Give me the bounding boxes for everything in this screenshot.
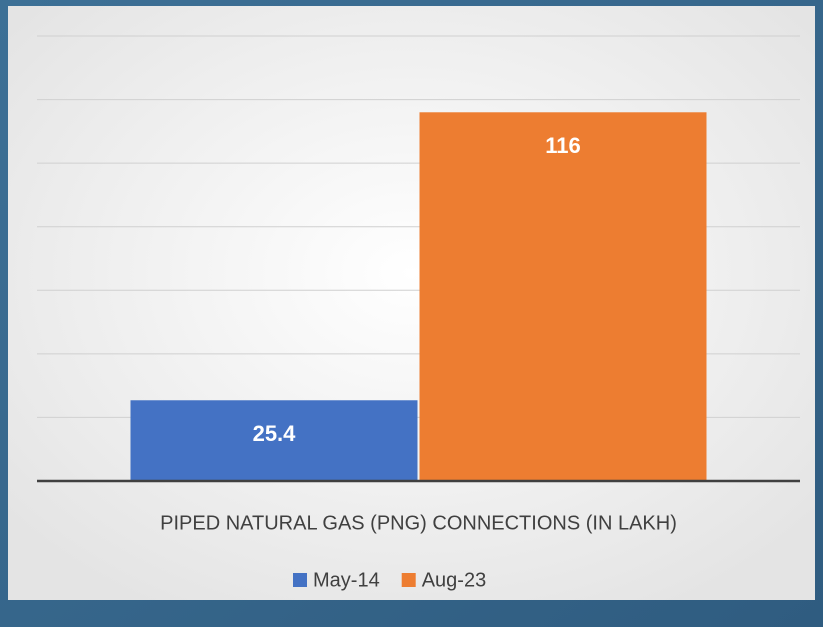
bar [130,400,418,481]
bar [419,112,707,482]
labels: 25.4 116 PIPED NATURAL GAS (PNG) CONNECTIO… [160,133,677,591]
legend-swatch [293,573,307,587]
legend-swatch [401,573,416,587]
legend-label: May-14 [313,569,380,591]
data-label: 25.4 [253,421,297,446]
legend-label: Aug-23 [422,569,487,591]
data-label: 116 [545,133,581,158]
bars [130,112,707,482]
x-tick-label: PIPED NATURAL GAS (PNG) CONNECTIONS (IN … [160,512,677,534]
